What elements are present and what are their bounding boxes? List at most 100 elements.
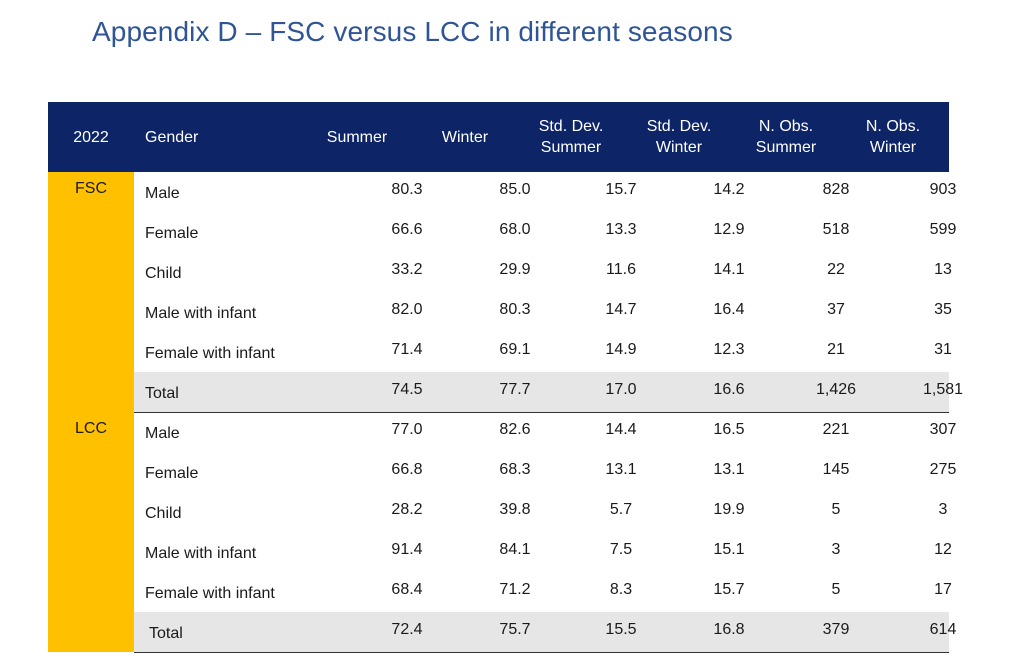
gender-cell: Total — [145, 385, 179, 402]
n-summer-cell: 5 — [831, 501, 841, 518]
gender-cell: Male — [145, 425, 180, 442]
group-label: LCC — [74, 420, 107, 437]
winter-cell: 71.2 — [499, 581, 531, 598]
sd-winter-cell: 16.5 — [713, 421, 745, 438]
gender-cell: Female — [145, 225, 199, 242]
n-winter-cell: 903 — [929, 181, 957, 198]
sd-summer-cell: 14.4 — [605, 421, 637, 438]
sd-summer-cell: 17.0 — [605, 381, 637, 398]
sd-winter-cell: 15.7 — [713, 581, 745, 598]
summer-cell: 66.8 — [391, 461, 423, 478]
table-row: Male with infant 82.0 80.3 14.7 16.4 37 35 — [134, 292, 952, 332]
summer-cell: 28.2 — [391, 501, 423, 518]
gender-cell: Female — [145, 465, 199, 482]
table-row: Male with infant 91.4 84.1 7.5 15.1 3 12 — [134, 532, 952, 572]
sd-summer-cell: 14.9 — [605, 341, 637, 358]
n-winter-cell: 12 — [934, 541, 952, 558]
header-sd-winter-line1: Std. Dev. — [646, 118, 712, 135]
gender-cell: Child — [145, 505, 182, 522]
total-row: Total 72.4 75.7 15.5 16.8 379 614 — [134, 612, 956, 653]
gender-cell: Total — [149, 625, 183, 642]
gender-cell: Female with infant — [145, 345, 275, 362]
n-winter-cell: 17 — [934, 581, 952, 598]
gender-cell: Male with infant — [145, 545, 257, 562]
page-title: Appendix D – FSC versus LCC in different… — [92, 16, 733, 47]
gender-cell: Male — [145, 185, 180, 202]
n-summer-cell: 1,426 — [815, 381, 857, 398]
n-winter-cell: 3 — [938, 501, 948, 518]
winter-cell: 69.1 — [499, 341, 531, 358]
table-header: 2022 Gender Summer Winter Std. Dev. Summe… — [48, 102, 949, 172]
gender-cell: Female with infant — [145, 585, 275, 602]
table-row: Child 33.2 29.9 11.6 14.1 22 13 — [134, 252, 952, 292]
header-nobs-summer-line2: Summer — [755, 139, 817, 156]
table-row: Female with infant 71.4 69.1 14.9 12.3 21 31 — [134, 332, 952, 372]
winter-cell: 68.3 — [499, 461, 531, 478]
sd-summer-cell: 11.6 — [606, 261, 636, 278]
sd-winter-cell: 14.2 — [713, 181, 745, 198]
sd-summer-cell: 13.3 — [605, 221, 637, 238]
sd-winter-cell: 12.3 — [713, 341, 745, 358]
header-sd-summer-line2: Summer — [540, 139, 602, 156]
summer-cell: 66.6 — [391, 221, 423, 238]
sd-summer-cell: 15.7 — [605, 181, 637, 198]
n-summer-cell: 22 — [827, 261, 845, 278]
table-row: Child 28.2 39.8 5.7 19.9 5 3 — [134, 492, 949, 532]
header-sd-winter: Std. Dev. Winter — [629, 102, 729, 172]
n-winter-cell: 307 — [929, 421, 957, 438]
gender-cell: Male with infant — [145, 305, 257, 322]
sd-winter-cell: 12.9 — [713, 221, 745, 238]
n-summer-cell: 37 — [827, 301, 845, 318]
header-summer: Summer — [326, 128, 388, 146]
table-row: Male 80.3 85.0 15.7 14.2 828 903 — [134, 172, 956, 212]
winter-cell: 68.0 — [499, 221, 531, 238]
sd-summer-cell: 8.3 — [609, 581, 633, 598]
n-summer-cell: 5 — [831, 581, 841, 598]
sd-winter-cell: 19.9 — [713, 501, 745, 518]
summer-cell: 80.3 — [391, 181, 423, 198]
header-nobs-winter-line1: N. Obs. — [865, 118, 921, 135]
summer-cell: 74.5 — [391, 381, 423, 398]
sd-winter-cell: 16.4 — [713, 301, 745, 318]
winter-cell: 82.6 — [499, 421, 531, 438]
n-summer-cell: 145 — [822, 461, 850, 478]
n-winter-cell: 31 — [934, 341, 952, 358]
header-sd-winter-line2: Winter — [655, 139, 703, 156]
n-winter-cell: 614 — [929, 621, 957, 638]
header-nobs-winter-line2: Winter — [869, 139, 917, 156]
table-body: FSC Male 80.3 85.0 15.7 14.2 828 903 Female 66.6 6… — [48, 172, 963, 653]
table-row: Female 66.6 68.0 13.3 12.9 518 599 — [134, 212, 956, 252]
winter-cell: 77.7 — [499, 381, 531, 398]
sd-summer-cell: 14.7 — [605, 301, 637, 318]
winter-cell: 29.9 — [499, 261, 531, 278]
n-summer-cell: 21 — [827, 341, 845, 358]
summer-cell: 77.0 — [391, 421, 423, 438]
sd-summer-cell: 13.1 — [605, 461, 637, 478]
group-band-1 — [48, 412, 134, 652]
n-winter-cell: 35 — [934, 301, 952, 318]
header-nobs-winter: N. Obs. Winter — [843, 102, 943, 172]
summer-cell: 33.2 — [391, 261, 423, 278]
header-sd-summer: Std. Dev. Summer — [521, 102, 621, 172]
table-row: Female with infant 68.4 71.2 8.3 15.7 5 17 — [134, 572, 952, 612]
table-row: Male 77.0 82.6 14.4 16.5 221 307 — [134, 412, 956, 452]
winter-cell: 75.7 — [499, 621, 531, 638]
n-winter-cell: 13 — [934, 261, 952, 278]
n-winter-cell: 599 — [929, 221, 957, 238]
gender-cell: Child — [145, 265, 182, 282]
header-gender: Gender — [145, 128, 199, 146]
data-table: 2022 Gender Summer Winter Std. Dev. Summe… — [48, 102, 963, 653]
header-year: 2022 — [73, 128, 109, 146]
summer-cell: 72.4 — [391, 621, 423, 638]
group-band-0 — [48, 172, 134, 412]
sd-winter-cell: 16.6 — [713, 381, 745, 398]
total-row: Total 74.5 77.7 17.0 16.6 1,426 1,581 — [134, 372, 963, 413]
winter-cell: 39.8 — [499, 501, 531, 518]
sd-summer-cell: 5.7 — [609, 501, 633, 518]
n-summer-cell: 518 — [822, 221, 850, 238]
winter-cell: 80.3 — [499, 301, 531, 318]
header-nobs-summer: N. Obs. Summer — [736, 102, 836, 172]
winter-cell: 84.1 — [499, 541, 531, 558]
sd-summer-cell: 15.5 — [605, 621, 637, 638]
header-sd-summer-line1: Std. Dev. — [538, 118, 604, 135]
